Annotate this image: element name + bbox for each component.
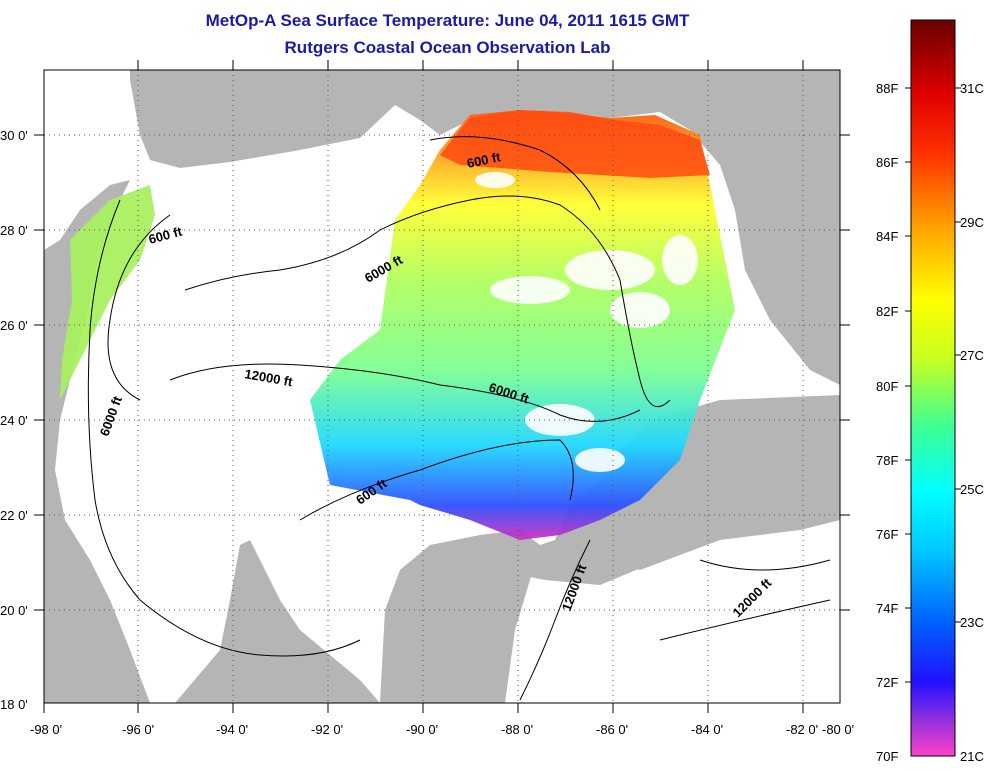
colorbar-label-f: 88F [876, 81, 899, 96]
longitude-tick-label: -92 0' [311, 722, 344, 737]
colorbar-ticks [905, 87, 961, 683]
sst-swath [310, 110, 735, 540]
yucatan [380, 530, 540, 703]
colorbar-label-f: 82F [876, 304, 899, 319]
bathymetry-contours [87, 136, 831, 701]
colorbar-label-c: 21C [960, 749, 984, 764]
colorbar-label-f: 72F [876, 675, 899, 690]
latitude-tick-label: 24 0' [0, 413, 28, 428]
longitude-tick-label: -96 0' [122, 722, 155, 737]
longitude-tick-label: -84 0' [691, 722, 724, 737]
colorbar-label-f: 78F [876, 453, 899, 468]
cloud-gaps [475, 172, 698, 472]
colorbar-label-f: 76F [876, 527, 899, 542]
latitude-tick-label: 18 0' [0, 697, 28, 712]
florida [695, 70, 840, 380]
latitude-tick-label: 26 0' [0, 318, 28, 333]
colorbar-label-f: 74F [876, 601, 899, 616]
longitude-tick-label: -88 0' [501, 722, 534, 737]
west-coast-strip [60, 185, 155, 400]
longitude-tick-label: -86 0' [596, 722, 629, 737]
colorbar-label-c: 29C [960, 215, 984, 230]
map-border [43, 69, 841, 704]
longitude-tick-label: -90 0' [406, 722, 439, 737]
colorbar-label-c: 23C [960, 615, 984, 630]
cuba [590, 465, 840, 570]
latitude-tick-label: 30 0' [0, 128, 28, 143]
colorbar-label-f: 80F [876, 379, 899, 394]
warm-patch [440, 110, 710, 178]
map-subtitle: Rutgers Coastal Ocean Observation Lab [284, 38, 611, 57]
map-title: MetOp-A Sea Surface Temperature: June 04… [205, 11, 690, 30]
longitude-tick-label: -80 0' [822, 722, 855, 737]
longitude-tick-label: -98 0' [30, 722, 63, 737]
gridlines [44, 70, 840, 703]
colorbar-label-c: 25C [960, 482, 984, 497]
colorbar [910, 19, 956, 757]
colorbar-label-f: 84F [876, 229, 899, 244]
colorbar-label-c: 31C [960, 81, 984, 96]
latitude-tick-label: 28 0' [0, 223, 28, 238]
longitude-tick-label: -94 0' [216, 722, 249, 737]
latitude-tick-label: 20 0' [0, 603, 28, 618]
colorbar-label-f: 70F [876, 749, 899, 764]
colorbar-label-f: 86F [876, 155, 899, 170]
latitude-tick-label: 22 0' [0, 508, 28, 523]
colorbar-label-c: 27C [960, 348, 984, 363]
contour-label: 600 ft [466, 149, 503, 171]
tick-marks [34, 60, 850, 713]
longitude-tick-label: -82 0' [786, 722, 819, 737]
